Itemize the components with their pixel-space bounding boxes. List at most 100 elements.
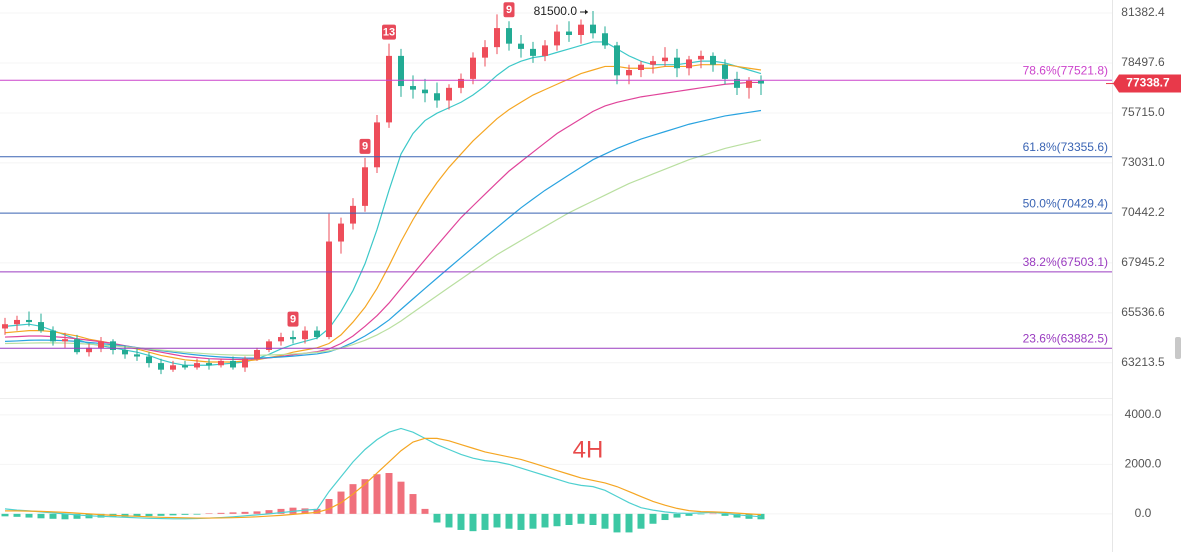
candle-body — [710, 55, 716, 65]
macd-histogram-bar — [385, 473, 393, 514]
candle-body — [326, 241, 332, 338]
macd-histogram-bar — [433, 513, 441, 523]
macd-histogram-bar — [289, 507, 297, 514]
candle-body — [746, 80, 752, 88]
macd-histogram-bar — [421, 508, 429, 514]
macd-histogram-bar — [313, 508, 321, 514]
candle-body — [698, 55, 704, 60]
candle-body — [494, 28, 500, 48]
td-marker-label: 9 — [506, 4, 512, 16]
plot-area — [1, 10, 765, 533]
macd-histogram-bar — [373, 474, 381, 514]
y-tick-label: 2000.0 — [1125, 457, 1162, 471]
y-tick-label: 70442.2 — [1121, 205, 1165, 219]
timeframe-label: 4H — [573, 436, 604, 463]
macd-histogram-bar — [217, 512, 225, 514]
macd-histogram-bar — [205, 513, 213, 514]
macd-histogram-bar — [265, 510, 273, 514]
macd-histogram-bar — [145, 513, 153, 517]
macd-histogram-bar — [481, 513, 489, 530]
macd-histogram-bar — [577, 513, 585, 524]
scroll-tab[interactable] — [1175, 337, 1181, 359]
macd-histogram-bar — [517, 513, 525, 530]
y-tick-label: 81382.4 — [1121, 5, 1165, 19]
candle-body — [674, 57, 680, 69]
candle-body — [26, 319, 32, 323]
candle-body — [98, 341, 104, 348]
macd-histogram-bar — [97, 513, 105, 518]
td-marker-label: 9 — [362, 141, 368, 153]
candle-body — [230, 360, 236, 368]
macd-histogram-bar — [541, 513, 549, 528]
macd-histogram-bar — [721, 513, 729, 516]
macd-histogram-bar — [73, 513, 81, 519]
candle-body — [2, 324, 8, 329]
candle-body — [278, 337, 284, 342]
macd-histogram-bar — [661, 513, 669, 521]
candle-body — [122, 350, 128, 355]
candle-body — [374, 122, 380, 168]
y-tick-label: 65536.6 — [1121, 305, 1165, 319]
candle-body — [638, 64, 644, 70]
macd-histogram-bar — [697, 513, 705, 515]
y-tick-label: 75715.0 — [1121, 105, 1165, 119]
candle-body — [38, 322, 44, 331]
macd-histogram-bar — [301, 508, 309, 514]
candle-body — [398, 55, 404, 87]
macd-histogram-bar — [133, 513, 141, 517]
fib-label: 23.6%(63882.5) — [1023, 331, 1108, 345]
last-price-tag — [1113, 74, 1181, 93]
macd-histogram-bar — [193, 513, 201, 515]
td-marker-label: 9 — [290, 314, 296, 326]
candle-body — [722, 64, 728, 79]
macd-histogram-bar — [157, 513, 165, 516]
candle-body — [290, 337, 296, 340]
macd-histogram-bar — [529, 513, 537, 529]
candle-body — [506, 28, 512, 44]
macd-histogram-bar — [1, 513, 9, 517]
candle-body — [614, 45, 620, 76]
macd-histogram-bar — [553, 513, 561, 527]
candle-body — [626, 69, 632, 76]
macd-histogram-bar — [181, 513, 189, 515]
td-marker-badge — [287, 311, 299, 327]
macd-histogram-bar — [277, 508, 285, 514]
candle-body — [62, 339, 68, 342]
candle-body — [74, 339, 80, 353]
candle-body — [530, 48, 536, 56]
macd-histogram-bar — [733, 513, 741, 518]
max-price-label: 81500.0 — [534, 4, 578, 18]
candle-body — [410, 86, 416, 90]
candle-body — [170, 365, 176, 370]
macd-histogram-bar — [13, 513, 21, 517]
macd-histogram-bar — [685, 513, 693, 516]
candle-body — [302, 330, 308, 340]
y-tick-label: 78497.6 — [1121, 55, 1165, 69]
candle-body — [758, 80, 764, 84]
y-tick-label: 67945.2 — [1121, 255, 1165, 269]
candle-body — [470, 57, 476, 79]
candle-body — [362, 167, 368, 206]
candle-body — [650, 61, 656, 65]
macd-histogram-bar — [673, 513, 681, 518]
candle-body — [266, 341, 272, 351]
candle-body — [446, 87, 452, 101]
td-marker-badge — [359, 138, 371, 154]
candle-body — [734, 78, 740, 88]
candle-body — [134, 354, 140, 357]
macd-histogram-bar — [361, 479, 369, 514]
moving-average-line — [4, 139, 762, 356]
candle-body — [14, 319, 20, 325]
macd-histogram-bar — [397, 481, 405, 514]
candle-body — [458, 78, 464, 88]
candle-body — [338, 223, 344, 242]
macd-histogram-bar — [349, 484, 357, 514]
candle-body — [542, 45, 548, 56]
macd-histogram-bar — [601, 513, 609, 529]
macd-histogram-bar — [445, 513, 453, 528]
candle-body — [182, 365, 188, 368]
last-price-label: 77338.7 — [1126, 76, 1170, 90]
macd-histogram-bar — [457, 513, 465, 530]
fib-label: 61.8%(73355.6) — [1023, 140, 1108, 154]
candle-body — [218, 360, 224, 366]
